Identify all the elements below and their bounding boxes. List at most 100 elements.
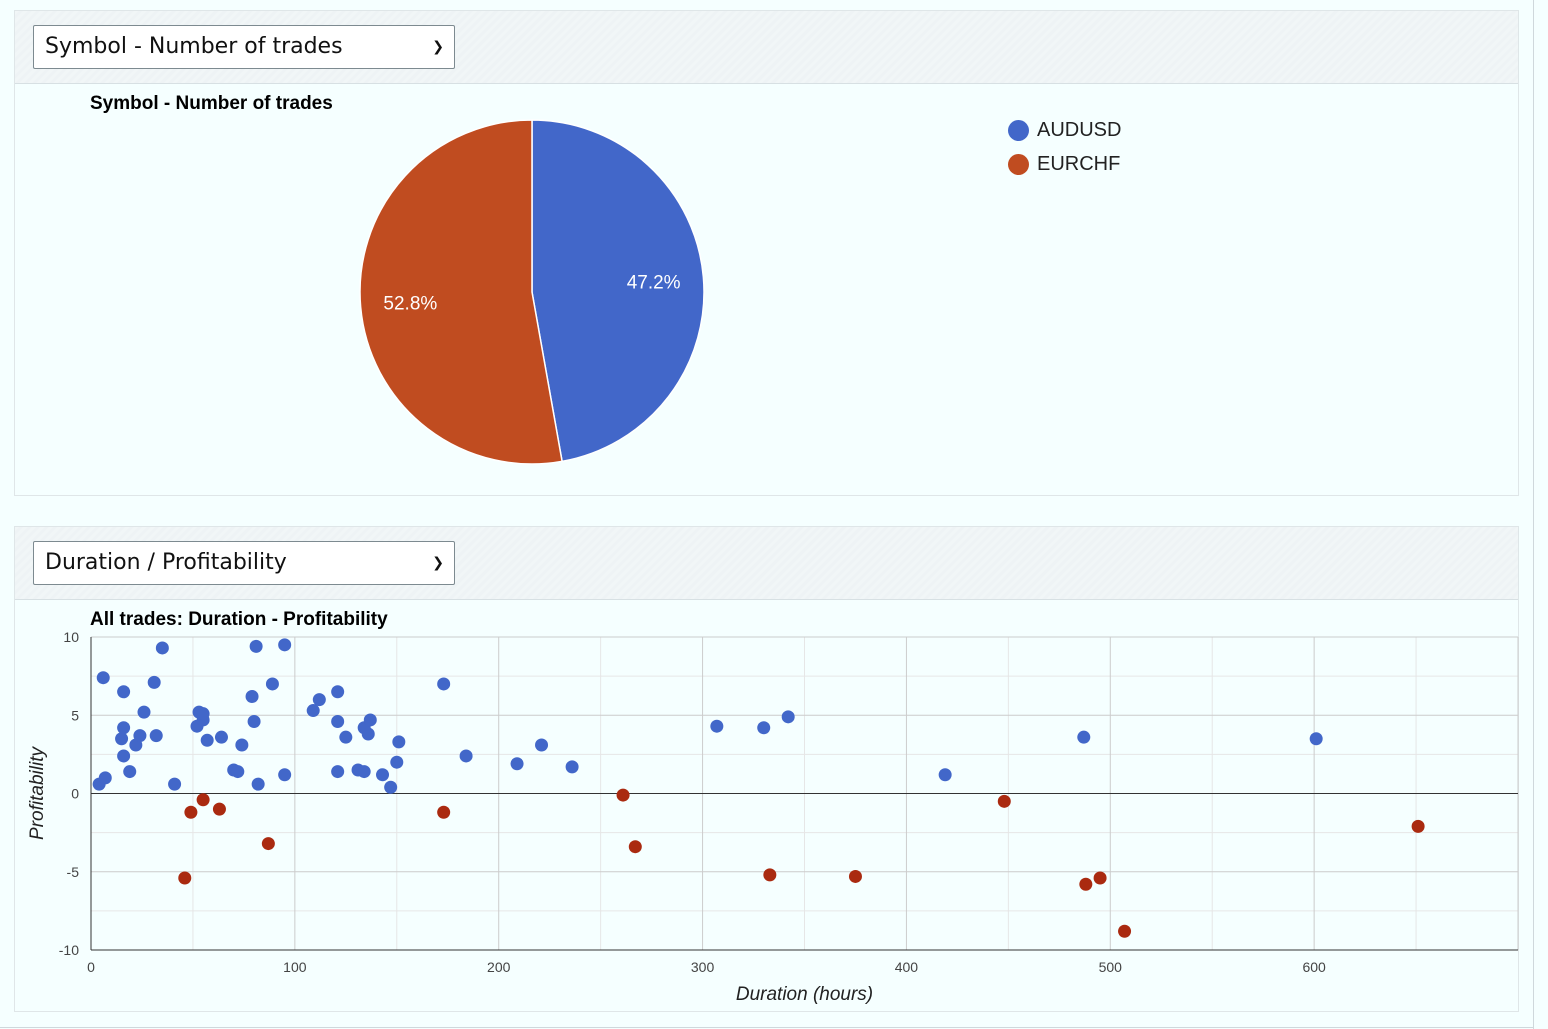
scatter-point[interactable] — [214, 730, 228, 744]
pie-slice-audusd[interactable] — [531, 119, 705, 463]
scatter-point[interactable] — [265, 677, 279, 691]
scatter-point[interactable] — [117, 721, 131, 735]
scatter-point[interactable] — [96, 671, 110, 685]
scatter-point[interactable] — [628, 840, 642, 854]
scatter-point[interactable] — [196, 793, 210, 807]
scatter-point[interactable] — [710, 719, 724, 733]
scatter-point[interactable] — [261, 837, 275, 851]
scatter-gridlines — [91, 636, 1519, 950]
chart-type-select-top-value: Symbol - Number of trades — [45, 34, 343, 59]
scatter-point[interactable] — [1411, 819, 1425, 833]
pie-slice-eurchf[interactable] — [359, 119, 563, 465]
y-tick-label: -10 — [59, 942, 79, 958]
scatter-panel: Duration / Profitability ❯ — [14, 526, 1519, 1012]
legend-item-eurchf[interactable]: EURCHF — [1008, 153, 1120, 176]
scatter-point[interactable] — [1093, 871, 1107, 885]
legend-label-eurchf: EURCHF — [1037, 153, 1121, 175]
scatter-point[interactable] — [459, 749, 473, 763]
x-tick-label: 600 — [1302, 959, 1326, 975]
scatter-point[interactable] — [757, 721, 771, 735]
scatter-point[interactable] — [357, 765, 371, 779]
x-tick-label: 400 — [895, 959, 919, 975]
scatter-point[interactable] — [117, 749, 131, 763]
legend-swatch-audusd — [1008, 120, 1029, 141]
scatter-point[interactable] — [312, 693, 326, 707]
scatter-point[interactable] — [1309, 732, 1323, 746]
scatter-point[interactable] — [278, 768, 292, 782]
scatter-point[interactable] — [376, 768, 390, 782]
scatter-point[interactable] — [184, 805, 198, 819]
scatter-point[interactable] — [1079, 877, 1093, 891]
legend-item-audusd[interactable]: AUDUSD — [1008, 119, 1121, 142]
y-tick-label: 0 — [71, 786, 79, 802]
x-tick-label: 300 — [691, 959, 715, 975]
scatter-point[interactable] — [235, 738, 249, 752]
y-axis-title: Profitability — [27, 746, 48, 840]
scatter-point[interactable] — [565, 760, 579, 774]
scatter-point[interactable] — [848, 869, 862, 883]
scatter-point[interactable] — [1118, 924, 1132, 938]
y-tick-label: 5 — [71, 707, 79, 723]
y-tick-label: -5 — [67, 864, 80, 880]
scatter-point[interactable] — [278, 638, 292, 652]
scatter-point[interactable] — [123, 765, 137, 779]
scatter-point[interactable] — [938, 768, 952, 782]
scatter-point[interactable] — [200, 733, 214, 747]
chevron-down-icon: ❯ — [432, 39, 444, 55]
pie-slice-label-audusd: 47.2% — [627, 272, 681, 293]
scatter-point[interactable] — [390, 755, 404, 769]
pie-chart-title: Symbol - Number of trades — [90, 93, 333, 114]
x-axis-title: Duration (hours) — [736, 984, 873, 1005]
scatter-point[interactable] — [149, 729, 163, 743]
scatter-point[interactable] — [212, 802, 226, 816]
scatter-point[interactable] — [196, 707, 210, 721]
scatter-point[interactable] — [763, 868, 777, 882]
y-tick-label: 10 — [63, 629, 79, 645]
scatter-point[interactable] — [115, 732, 129, 746]
scatter-point[interactable] — [251, 777, 265, 791]
scatter-point[interactable] — [781, 710, 795, 724]
scatter-point[interactable] — [437, 677, 451, 691]
scatter-point[interactable] — [168, 777, 182, 791]
scatter-point[interactable] — [535, 738, 549, 752]
scatter-point[interactable] — [1077, 730, 1091, 744]
scatter-point[interactable] — [98, 771, 112, 785]
chevron-down-icon: ❯ — [432, 555, 444, 571]
scatter-point[interactable] — [147, 675, 161, 689]
scatter-point[interactable] — [178, 871, 192, 885]
scatter-point[interactable] — [363, 713, 377, 727]
pie-panel: Symbol - Number of trades ❯ — [14, 10, 1519, 496]
chart-type-select-bottom-value: Duration / Profitability — [45, 550, 287, 575]
scatter-point[interactable] — [137, 705, 151, 719]
x-tick-label: 0 — [87, 959, 95, 975]
x-tick-label: 200 — [487, 959, 511, 975]
scatter-point[interactable] — [339, 730, 353, 744]
scatter-series-0 — [92, 638, 1323, 794]
chart-type-select-top[interactable]: Symbol - Number of trades ❯ — [33, 25, 455, 69]
x-tick-label: 500 — [1099, 959, 1123, 975]
chart-type-select-bottom[interactable]: Duration / Profitability ❯ — [33, 541, 455, 585]
scatter-point[interactable] — [331, 685, 345, 699]
scatter-point[interactable] — [392, 735, 406, 749]
scatter-panel-header: Duration / Profitability ❯ — [15, 527, 1518, 600]
scatter-point[interactable] — [331, 765, 345, 779]
scatter-point[interactable] — [245, 689, 259, 703]
scatter-point[interactable] — [249, 639, 263, 653]
scatter-point[interactable] — [510, 757, 524, 771]
scatter-point[interactable] — [155, 641, 169, 655]
legend-label-audusd: AUDUSD — [1037, 119, 1122, 141]
scatter-point[interactable] — [117, 685, 131, 699]
scatter-point[interactable] — [133, 729, 147, 743]
scatter-point[interactable] — [331, 715, 345, 729]
x-tick-label: 100 — [283, 959, 307, 975]
scatter-point[interactable] — [231, 765, 245, 779]
scatter-point[interactable] — [616, 788, 630, 802]
legend-swatch-eurchf — [1008, 154, 1029, 175]
scatter-point[interactable] — [997, 794, 1011, 808]
scatter-point[interactable] — [437, 805, 451, 819]
scatter-point[interactable] — [247, 715, 261, 729]
scatter-point[interactable] — [306, 704, 320, 718]
scatter-point[interactable] — [384, 780, 398, 794]
scatter-point[interactable] — [361, 727, 375, 741]
